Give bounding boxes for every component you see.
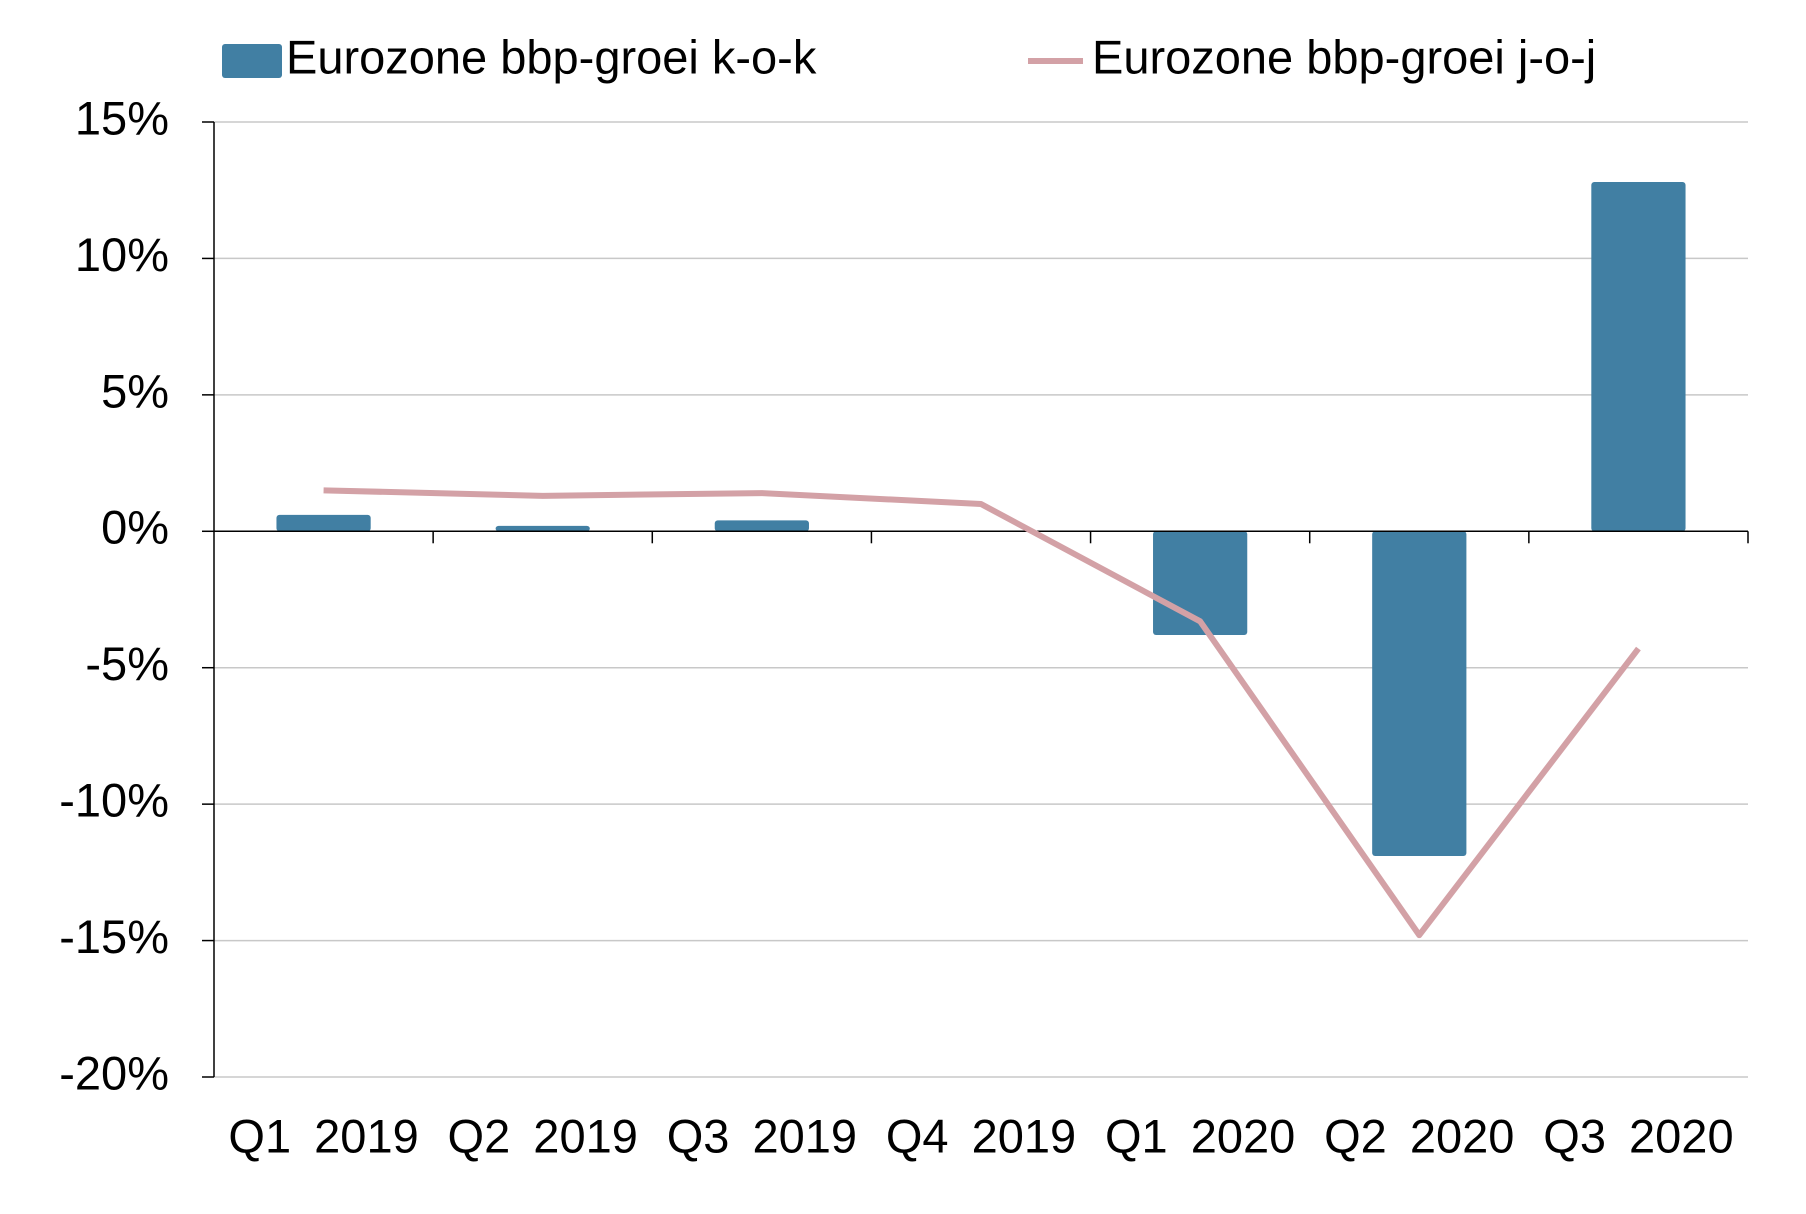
bar [714,520,809,532]
bar [1591,182,1686,532]
x-tick-label: Q2 2019 [448,1109,638,1162]
x-tick-label: Q3 2019 [667,1109,857,1162]
y-tick-label: 15% [75,91,169,144]
bar [276,514,371,532]
x-tick-label: Q1 2019 [228,1109,418,1162]
y-tick-label: -10% [59,774,169,827]
x-tick-label: Q4 2019 [886,1109,1076,1162]
x-tick-label: Q2 2020 [1324,1109,1514,1162]
y-tick-label: -5% [85,637,169,690]
legend-swatch [222,44,282,78]
y-tick-label: -20% [59,1046,169,1099]
y-tick-label: -15% [59,910,169,963]
legend-label: Eurozone bbp-groei j-o-j [1092,30,1596,83]
line [323,487,1641,939]
bar [495,525,590,532]
x-tick-label: Q1 2020 [1105,1109,1295,1162]
x-tick-label: Q3 2020 [1543,1109,1733,1162]
y-tick-label: 0% [101,501,169,554]
bar [1372,531,1467,856]
y-tick-label: 5% [101,364,169,417]
legend-label: Eurozone bbp-groei k-o-k [286,30,817,83]
y-tick-label: 10% [75,228,169,281]
